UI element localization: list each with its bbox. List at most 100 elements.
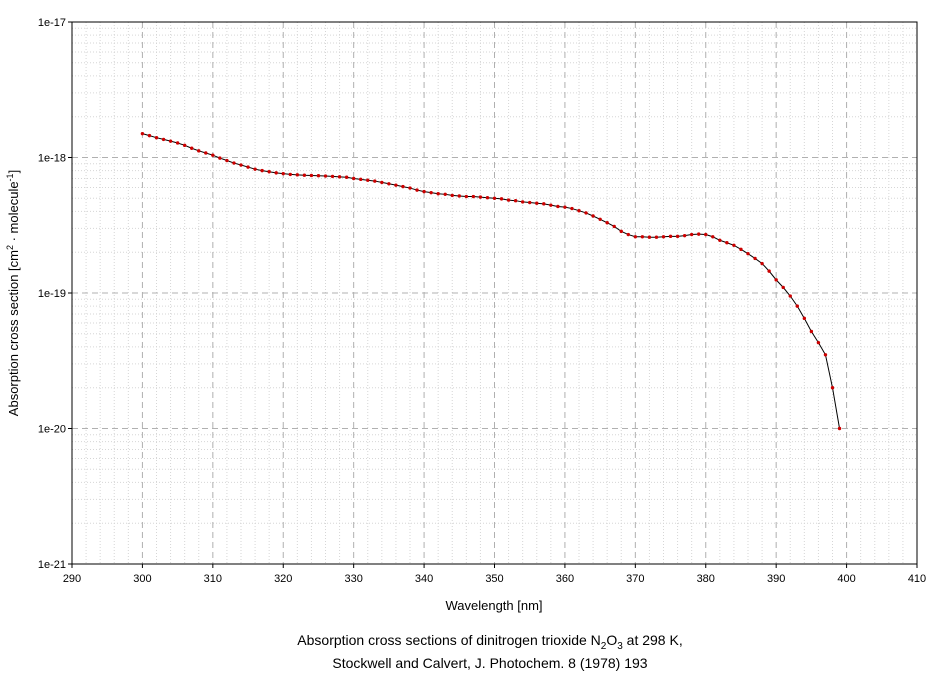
x-tick-label: 340	[415, 573, 433, 585]
series-markers	[140, 131, 842, 431]
data-point	[816, 340, 821, 345]
y-tick-label: 1e-19	[38, 288, 66, 300]
data-point	[450, 193, 454, 198]
data-point	[351, 176, 356, 181]
data-point	[197, 149, 201, 153]
data-point	[394, 183, 398, 187]
data-point	[218, 156, 222, 160]
data-point	[182, 143, 187, 148]
data-point	[232, 161, 236, 165]
x-tick-label: 290	[63, 573, 81, 585]
x-tick-label: 400	[837, 573, 855, 585]
x-tick-label: 350	[485, 573, 503, 585]
x-tick-label: 310	[204, 573, 222, 585]
data-point	[492, 196, 497, 200]
data-point	[837, 426, 842, 431]
y-axis: 1e-21 1e-20 1e-19 1e-18 1e-17	[38, 17, 72, 571]
x-tick-label: 360	[556, 573, 574, 585]
data-point	[718, 238, 722, 242]
data-point	[830, 386, 835, 390]
x-tick-label: 330	[344, 573, 362, 585]
data-point	[704, 232, 708, 237]
data-point	[788, 294, 792, 298]
x-tick-label: 410	[908, 573, 926, 585]
data-point	[746, 252, 750, 256]
data-point	[647, 235, 652, 239]
data-point	[154, 135, 159, 140]
data-point	[436, 192, 440, 196]
data-point	[323, 174, 328, 178]
y-axis-title-mid: · molecule	[6, 181, 21, 245]
data-point	[387, 182, 391, 186]
caption-post: at 298 K,	[622, 632, 683, 648]
data-point	[753, 256, 757, 261]
data-point	[471, 194, 476, 199]
data-point	[408, 186, 412, 190]
data-point	[809, 329, 814, 334]
x-tick-label: 390	[767, 573, 785, 585]
data-point	[161, 137, 166, 142]
data-point	[654, 235, 659, 239]
data-point	[190, 146, 194, 150]
data-point	[774, 278, 778, 282]
data-point	[464, 194, 469, 199]
data-point	[168, 139, 173, 143]
data-point	[401, 184, 405, 189]
data-point	[612, 224, 616, 229]
y-tick-label: 1e-18	[38, 153, 66, 165]
chart-canvas: 290 300 310 320 330 340 350 360 370 380 390 400 410 …	[5, 17, 926, 613]
data-point	[767, 269, 771, 273]
data-point	[781, 285, 785, 290]
x-tick-label: 380	[697, 573, 715, 585]
y-axis-title-sup2: -1	[5, 173, 15, 181]
data-point	[309, 173, 314, 178]
caption-pre: Absorption cross sections of dinitrogen …	[297, 632, 601, 648]
data-point	[211, 153, 215, 157]
data-point	[633, 235, 638, 239]
data-point	[316, 173, 321, 178]
data-point	[795, 304, 799, 308]
caption-sub-1: 2	[600, 640, 607, 652]
data-point	[577, 208, 581, 213]
data-point	[485, 196, 490, 200]
data-point	[675, 234, 680, 239]
x-axis-title: Wavelength [nm]	[445, 598, 542, 613]
data-point	[640, 235, 645, 239]
data-point	[689, 232, 694, 237]
data-point	[697, 232, 701, 236]
data-point	[520, 200, 525, 204]
data-point	[739, 247, 743, 252]
data-point	[542, 202, 546, 206]
data-point	[260, 168, 264, 173]
y-tick-label: 1e-17	[38, 17, 66, 29]
data-point	[246, 165, 250, 169]
data-point	[330, 174, 335, 179]
data-point	[760, 261, 764, 266]
data-point	[175, 141, 180, 145]
data-point	[366, 178, 370, 182]
data-point	[380, 180, 384, 185]
x-axis: 290 300 310 320 330 340 350 360 370 380 390 400 410	[63, 564, 926, 585]
data-point	[204, 151, 208, 155]
data-point	[626, 232, 630, 237]
data-point	[253, 167, 257, 171]
data-point	[711, 235, 715, 239]
data-point	[556, 204, 560, 209]
data-point	[288, 172, 292, 177]
data-point	[563, 205, 567, 209]
data-point	[478, 195, 483, 199]
data-point	[570, 206, 574, 211]
data-point	[682, 233, 687, 238]
x-tick-label: 370	[626, 573, 644, 585]
data-point	[591, 214, 595, 218]
caption-line-1: Absorption cross sections of dinitrogen …	[0, 632, 940, 652]
series-line	[142, 133, 841, 429]
data-point	[281, 171, 285, 176]
data-point	[619, 229, 623, 234]
y-axis-title: Absorption cross section [cm2 · molecule…	[5, 170, 21, 416]
data-point	[359, 177, 363, 182]
data-point	[823, 353, 828, 357]
data-point	[295, 173, 300, 177]
data-point	[140, 131, 145, 136]
data-point	[661, 235, 666, 239]
